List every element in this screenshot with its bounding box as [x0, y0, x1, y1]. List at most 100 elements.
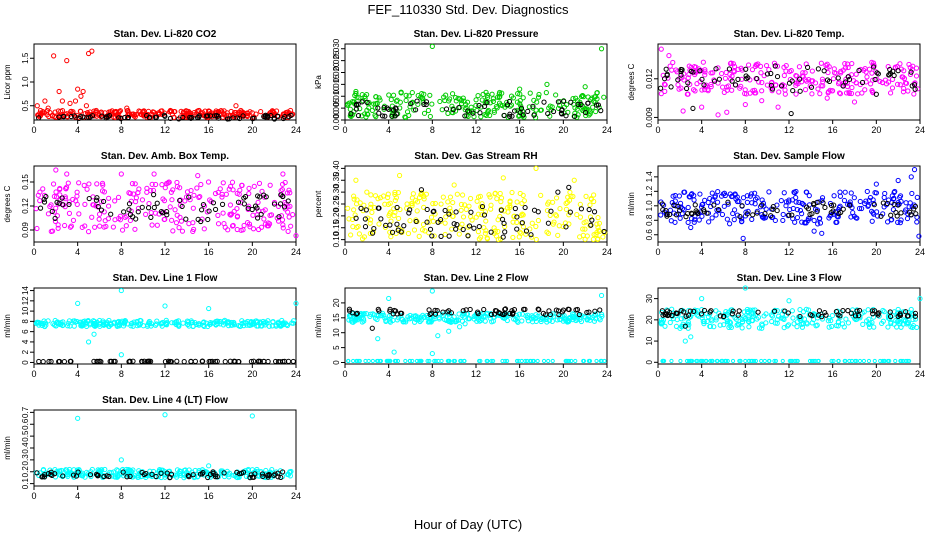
data-point [535, 209, 541, 215]
y-tick-label: 0.4 [21, 442, 30, 454]
data-point [797, 313, 803, 320]
data-point [151, 171, 157, 177]
data-point [871, 64, 877, 70]
data-point [269, 467, 275, 473]
data-point [593, 108, 599, 115]
data-point [590, 236, 597, 242]
data-point [817, 220, 824, 226]
data-point [201, 226, 207, 232]
data-point [697, 68, 703, 74]
data-point [723, 308, 729, 315]
data-point [282, 179, 288, 186]
data-point [592, 99, 598, 106]
data-point [873, 209, 880, 215]
data-point [386, 92, 392, 98]
data-point [560, 223, 566, 230]
data-point [763, 62, 770, 69]
data-point [345, 101, 351, 107]
data-point [376, 221, 382, 227]
data-point [372, 193, 379, 199]
data-point [184, 189, 191, 195]
y-tick-label: 12 [21, 296, 30, 305]
data-point [804, 204, 810, 210]
data-point [386, 295, 392, 302]
data-point [418, 191, 424, 198]
data-point [221, 470, 227, 476]
y-tick-label: 0.10 [332, 231, 341, 247]
data-point [578, 206, 585, 212]
y-tick-label: 0.012 [645, 68, 654, 89]
data-point [544, 207, 551, 214]
y-axis-label: percent [314, 190, 323, 217]
data-point [171, 114, 177, 121]
x-tick-label: 16 [515, 369, 525, 379]
data-point [785, 199, 792, 205]
data-point [826, 215, 832, 221]
data-point [842, 79, 849, 85]
data-point [184, 108, 190, 114]
data-point [699, 213, 705, 219]
data-point [685, 80, 691, 86]
y-tick-label: 0.6 [645, 229, 654, 241]
data-point [37, 205, 44, 211]
data-point [47, 110, 53, 116]
data-point [750, 307, 756, 313]
data-point [597, 307, 603, 313]
data-point [586, 112, 592, 118]
data-point [904, 320, 910, 326]
data-point [546, 317, 553, 324]
data-point [491, 225, 497, 231]
data-point [768, 312, 774, 318]
data-point [826, 324, 832, 330]
data-point [752, 190, 758, 196]
data-point [514, 214, 520, 220]
data-point [729, 73, 735, 79]
data-point [227, 202, 234, 208]
data-point [744, 199, 750, 205]
data-point [594, 221, 600, 227]
data-point [463, 206, 469, 212]
data-point [99, 113, 105, 119]
data-point [353, 106, 359, 112]
data-point [118, 287, 124, 294]
data-point [218, 469, 225, 475]
data-point [898, 217, 904, 223]
data-point [419, 227, 426, 233]
data-point [690, 105, 696, 112]
data-point [750, 358, 755, 364]
data-point [499, 102, 505, 109]
data-point [743, 73, 749, 79]
data-point [259, 471, 266, 477]
y-tick-label: 0.40 [332, 160, 341, 176]
data-point [837, 193, 844, 199]
data-point [418, 187, 425, 193]
data-point [233, 110, 239, 116]
chart-title: Stan. Dev. Li-820 Temp. [734, 29, 845, 40]
data-point [453, 209, 459, 215]
data-point [435, 333, 441, 339]
data-point [213, 321, 219, 327]
data-point [154, 200, 160, 206]
data-point [49, 228, 56, 234]
x-tick-label: 20 [247, 125, 257, 135]
data-point [849, 84, 855, 91]
data-point [40, 359, 46, 365]
data-point [387, 308, 393, 314]
data-point [79, 322, 85, 328]
data-point [392, 197, 398, 204]
data-point [702, 67, 708, 73]
data-point [127, 217, 133, 224]
data-point [754, 195, 760, 201]
data-point [740, 195, 747, 201]
data-point [690, 87, 697, 93]
data-point [438, 201, 444, 207]
x-tick-label: 8 [119, 125, 124, 135]
data-point [800, 309, 807, 315]
data-point [898, 210, 904, 216]
data-point [375, 336, 381, 342]
data-point [799, 219, 805, 225]
x-tick-label: 4 [699, 247, 704, 257]
data-point [702, 69, 708, 75]
y-tick-label: 1.0 [645, 200, 654, 212]
data-point [187, 114, 193, 121]
